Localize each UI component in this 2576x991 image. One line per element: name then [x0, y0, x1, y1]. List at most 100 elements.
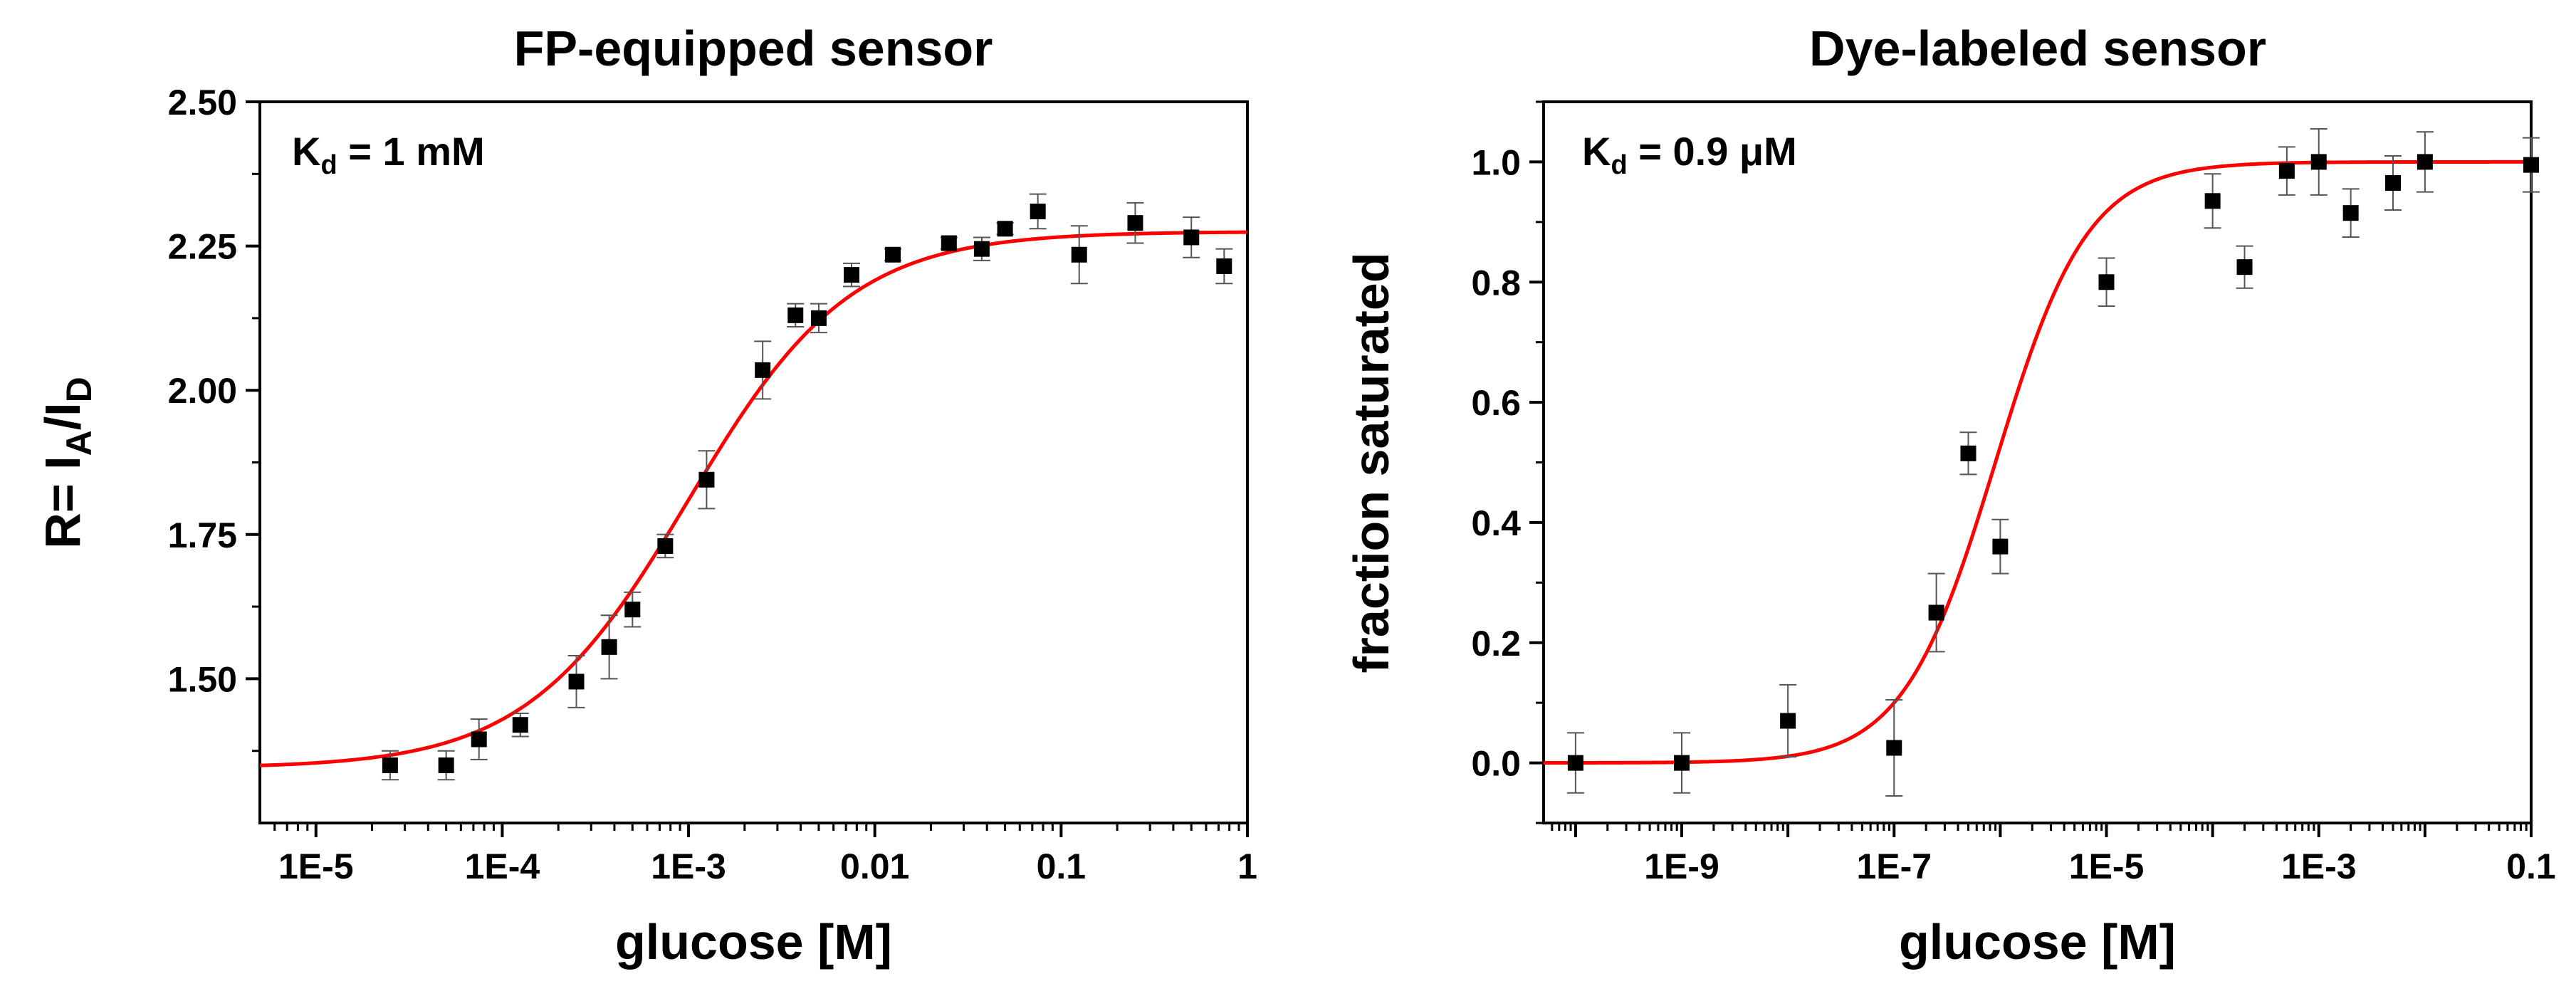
x-tick-label: 1E-3: [651, 846, 726, 886]
data-point: [1183, 216, 1200, 258]
data-marker: [2204, 193, 2221, 209]
data-marker: [1567, 755, 1583, 771]
data-marker: [2417, 154, 2433, 170]
chart-title: FP-equipped sensor: [514, 21, 993, 76]
data-point: [567, 654, 585, 708]
data-point: [2416, 131, 2434, 193]
y-tick-label: 0.6: [1471, 383, 1521, 423]
y-axis-label: R= IA/ID: [35, 377, 99, 548]
x-axis-label: glucose [M]: [1899, 914, 2176, 970]
data-marker: [1992, 538, 2009, 555]
data-marker: [1960, 445, 1976, 461]
data-point: [656, 533, 674, 559]
data-marker: [2236, 259, 2253, 276]
data-marker: [1183, 229, 1200, 246]
data-point: [624, 591, 642, 628]
data-point: [1215, 248, 1233, 285]
data-marker: [471, 731, 487, 748]
data-point: [600, 614, 618, 680]
data-point: [1126, 201, 1144, 244]
x-tick-label: 1E-9: [1644, 846, 1719, 886]
chart-dye-labeled-sensor: Dye-labeled sensor 1E-9 1E-7 1E-5 1E-3 0.1 0.0…: [1344, 21, 2556, 970]
data-point: [996, 221, 1014, 237]
data-marker: [1928, 604, 1944, 621]
data-marker: [698, 471, 715, 488]
data-point: [2310, 127, 2328, 196]
data-marker: [973, 241, 990, 257]
data-point: [787, 303, 805, 328]
data-marker: [601, 639, 617, 655]
y-tick-label: 0.4: [1471, 503, 1521, 543]
y-tick-label: 0.0: [1471, 744, 1521, 784]
data-marker: [810, 310, 827, 326]
data-point: [1779, 683, 1797, 758]
y-tick-label: 0.2: [1471, 624, 1521, 664]
data-point: [940, 235, 958, 251]
kd-annotation: Kd = 1 mM: [292, 129, 485, 180]
y-tick-label: 1.50: [168, 659, 237, 699]
data-marker: [568, 673, 585, 690]
fit-curve: [259, 230, 1248, 767]
data-marker: [1886, 740, 1902, 756]
y-tick-label: 2.00: [168, 371, 237, 411]
data-point: [2342, 188, 2360, 238]
y-tick-label: 1.75: [168, 515, 237, 555]
data-marker: [2342, 205, 2359, 221]
data-marker: [787, 307, 804, 323]
data-point: [810, 303, 827, 334]
x-tick-label: 0.01: [840, 846, 909, 886]
y-tick-label: 0.8: [1471, 263, 1521, 303]
data-point: [884, 246, 902, 263]
data-point: [754, 340, 772, 400]
data-point: [1991, 518, 2009, 575]
x-axis-label: glucose [M]: [615, 914, 892, 970]
data-point: [1885, 698, 1903, 797]
data-marker: [2523, 157, 2539, 173]
data-point: [2204, 173, 2221, 229]
data-point: [1927, 572, 1945, 653]
data-marker: [844, 267, 860, 283]
data-marker: [2384, 174, 2401, 191]
data-marker: [657, 538, 674, 555]
data-marker: [512, 717, 528, 733]
data-point: [1673, 732, 1691, 794]
data-marker: [438, 757, 454, 773]
data-point: [470, 718, 488, 760]
y-axis-label: fraction saturated: [1344, 252, 1399, 673]
y-tick-label: 2.25: [168, 227, 237, 267]
chart-title: Dye-labeled sensor: [1809, 21, 2266, 76]
data-marker: [1780, 713, 1796, 729]
x-tick-label: 1E-4: [465, 846, 540, 886]
data-marker: [624, 602, 641, 618]
data-marker: [2098, 274, 2115, 290]
data-marker: [1030, 203, 1046, 219]
data-point: [843, 262, 861, 288]
data-marker: [2278, 163, 2295, 179]
data-point: [2236, 245, 2253, 289]
data-point: [1959, 431, 1977, 476]
data-point: [2098, 257, 2115, 308]
data-point: [2278, 146, 2295, 196]
data-marker: [2310, 154, 2327, 170]
data-point: [2384, 154, 2402, 211]
data-point: [381, 750, 399, 781]
fit-curve: [1543, 159, 2531, 765]
data-marker: [1071, 246, 1087, 263]
y-tick-label: 1.0: [1471, 142, 1521, 182]
data-marker: [755, 362, 771, 378]
x-tick-label: 1: [1237, 846, 1257, 886]
x-tick-label: 0.1: [2506, 846, 2556, 886]
data-marker: [885, 246, 901, 263]
data-point: [511, 713, 529, 738]
data-point: [2523, 137, 2540, 193]
x-tick-label: 1E-5: [2069, 846, 2145, 886]
data-marker: [1216, 258, 1232, 274]
data-point: [1566, 732, 1584, 794]
data-point: [1029, 193, 1047, 230]
chart-fp-equipped-sensor: FP-equipped sensor 1E-5 1E-4 1E-3 0.01 0.1 1 1.…: [35, 21, 1257, 970]
data-point: [1070, 225, 1088, 285]
data-marker: [1127, 215, 1143, 231]
x-tick-label: 0.1: [1037, 846, 1087, 886]
